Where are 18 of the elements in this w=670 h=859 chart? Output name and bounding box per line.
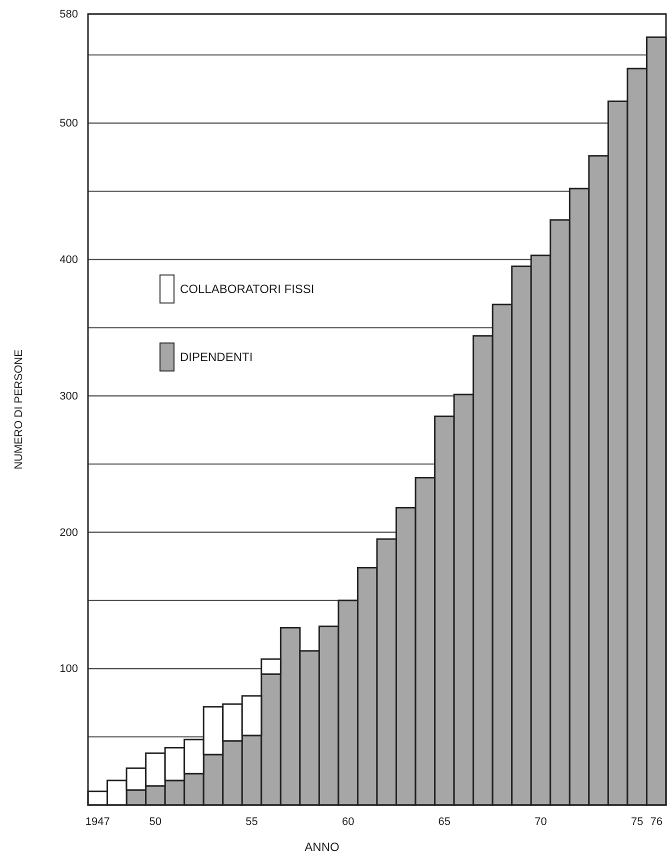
y-tick-label: 200 [60,526,78,539]
x-tick-label: 75 [630,816,644,828]
y-tick-label: 580 [60,8,78,21]
x-axis-title: ANNO [304,840,340,854]
y-tick-label: 300 [60,390,78,402]
x-tick-label: 55 [246,816,258,828]
legend-label: DIPENDENTI [180,350,253,364]
x-tick-label: 70 [534,816,547,828]
x-tick-label: 50 [149,816,162,828]
y-tick-label: 400 [60,254,78,266]
x-tick-label: 76 [650,816,662,828]
y-tick-label: 500 [60,118,78,130]
y-tick-label: 100 [60,663,78,676]
y-axis-title: NUMERO DI PERSONE [13,350,25,470]
x-tick-label: 1947 [85,816,110,828]
x-tick-label: 60 [342,816,354,828]
x-tick-label: 65 [438,816,451,828]
legend-label: COLLABORATORI FISSI [180,282,314,296]
